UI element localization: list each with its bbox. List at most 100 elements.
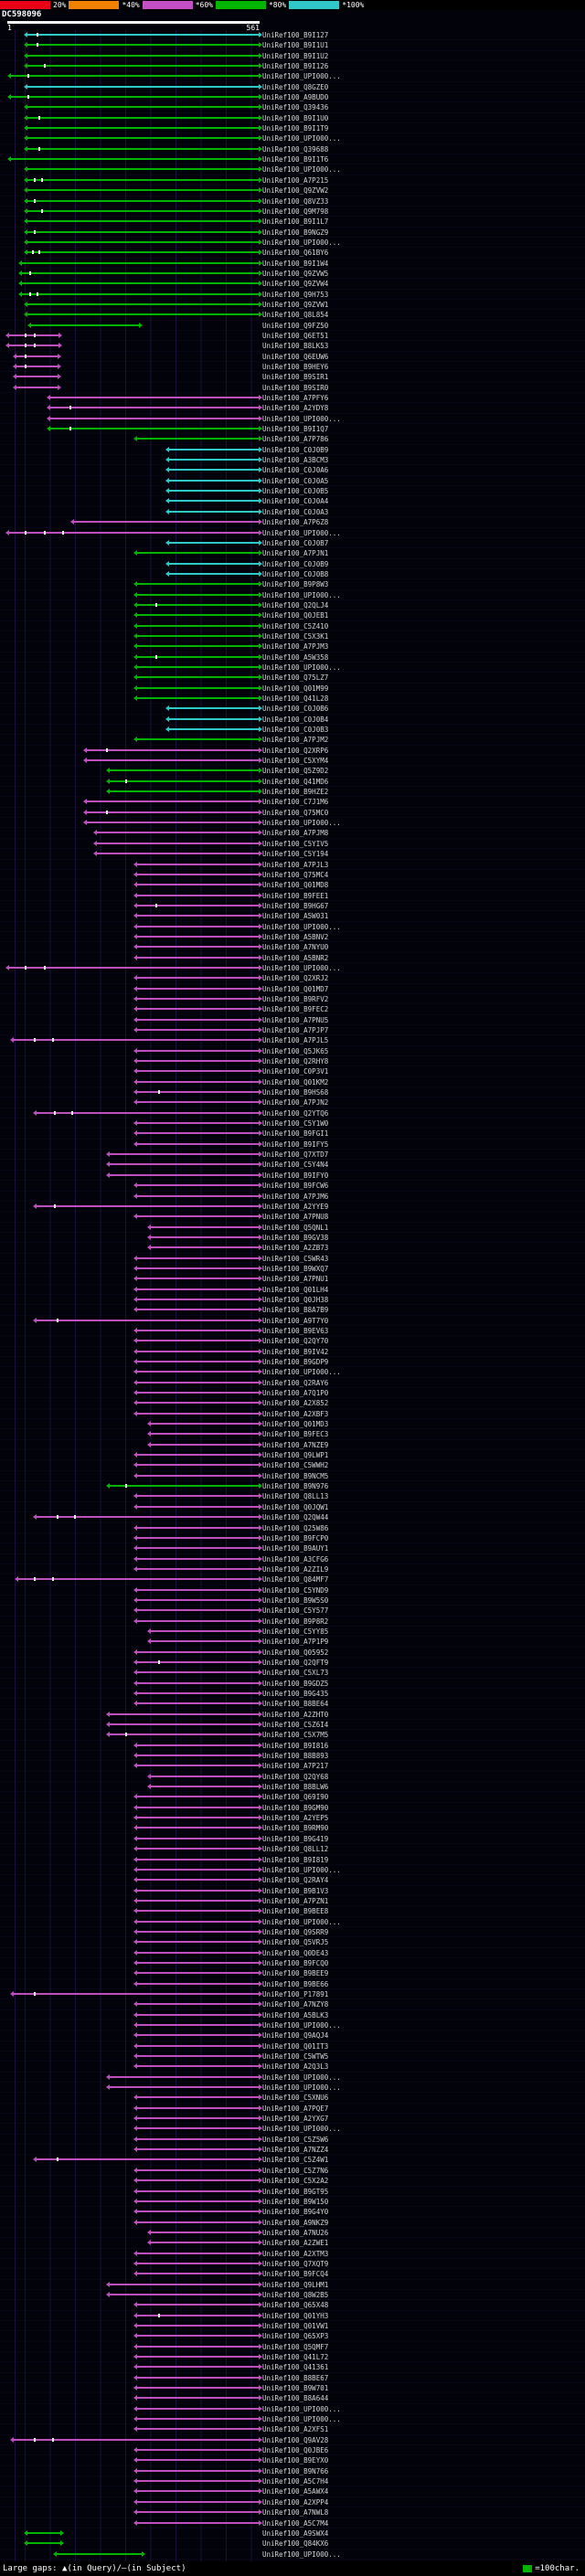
hit-row[interactable]: UniRef100_B9HG67 <box>0 901 585 912</box>
hit-label[interactable]: UniRef100_B9IFY0 <box>262 1171 329 1180</box>
hit-label[interactable]: UniRef100_B9W150 <box>262 2197 329 2206</box>
hit-line[interactable] <box>136 2137 259 2140</box>
hit-row[interactable]: UniRef100_UPI000... <box>0 528 585 538</box>
hit-label[interactable]: UniRef100_A7PJP7 <box>262 1026 329 1034</box>
hit-line[interactable] <box>136 1277 259 1280</box>
hit-label[interactable]: UniRef100_B9GDP9 <box>262 1358 329 1366</box>
hit-label[interactable]: UniRef100_B9B1V3 <box>262 1886 329 1895</box>
hit-label[interactable]: UniRef100_Q65X48 <box>262 2301 329 2310</box>
hit-row[interactable]: UniRef100_Q61BY6 <box>0 248 585 259</box>
hit-label[interactable]: UniRef100_C5YND9 <box>262 1585 329 1595</box>
hit-row[interactable]: UniRef100_A2XTM3 <box>0 2249 585 2259</box>
hit-label[interactable]: UniRef100_A2XPP4 <box>262 2497 329 2507</box>
hit-row[interactable]: UniRef100_A2ZIL9 <box>0 1564 585 1575</box>
hit-line[interactable] <box>168 572 259 575</box>
hit-row[interactable]: UniRef100_C5X7M5 <box>0 1730 585 1741</box>
hit-label[interactable]: UniRef100_B9G4Y0 <box>262 2208 329 2217</box>
hit-row[interactable]: UniRef100_C5Z6I4 <box>0 1720 585 1731</box>
hit-row[interactable]: UniRef100_C5WR43 <box>0 1254 585 1264</box>
hit-label[interactable]: UniRef100_UPI000... <box>262 2021 341 2030</box>
hit-row[interactable]: UniRef100_B9FEE1 <box>0 891 585 901</box>
hit-line[interactable] <box>136 2314 259 2316</box>
hit-label[interactable]: UniRef100_B9FCP0 <box>262 1533 329 1542</box>
hit-row[interactable]: UniRef100_C5Z7N6 <box>0 2166 585 2177</box>
hit-row[interactable]: UniRef100_B9RM90 <box>0 1823 585 1834</box>
hit-label[interactable]: UniRef100_C5X7M5 <box>262 1731 329 1740</box>
hit-label[interactable]: UniRef100_A5W031 <box>262 912 329 921</box>
hit-row[interactable]: UniRef100_Q5QNL1 <box>0 1223 585 1233</box>
hit-row[interactable]: UniRef100_C0J0B9 <box>0 445 585 456</box>
hit-line[interactable] <box>136 1412 259 1415</box>
hit-label[interactable]: UniRef100_Q8GZE0 <box>262 82 329 91</box>
hit-label[interactable]: UniRef100_Q6EUW6 <box>262 352 329 361</box>
hit-label[interactable]: UniRef100_C5WWH2 <box>262 1461 329 1470</box>
hit-label[interactable]: UniRef100_A7P215 <box>262 175 329 185</box>
hit-row[interactable]: UniRef100_B9BE66 <box>0 1979 585 1989</box>
hit-line[interactable] <box>150 1433 259 1436</box>
hit-row[interactable]: UniRef100_A7PZN1 <box>0 1896 585 1907</box>
hit-row[interactable]: UniRef100_A2X852 <box>0 1398 585 1409</box>
hit-line[interactable] <box>136 2418 259 2421</box>
hit-line[interactable] <box>136 1692 259 1694</box>
hit-line[interactable] <box>136 997 259 1000</box>
hit-row[interactable]: UniRef100_C0J0A4 <box>0 496 585 507</box>
hit-line[interactable] <box>21 292 259 295</box>
hit-row[interactable]: UniRef100_A7PJM2 <box>0 735 585 746</box>
hit-line[interactable] <box>168 490 259 493</box>
hit-label[interactable]: UniRef100_A7PJL3 <box>262 860 329 869</box>
hit-label[interactable]: UniRef100_C5Z410 <box>262 621 329 631</box>
hit-label[interactable]: UniRef100_C5YIV5 <box>262 839 329 848</box>
hit-line[interactable] <box>109 2086 259 2089</box>
hit-line[interactable] <box>136 2356 259 2358</box>
hit-row[interactable]: UniRef100_A7NZZ4 <box>0 2145 585 2156</box>
hit-label[interactable]: UniRef100_A7PJM2 <box>262 736 329 745</box>
hit-row[interactable]: UniRef100_UPI000... <box>0 2124 585 2135</box>
hit-label[interactable]: UniRef100_A9SWX4 <box>262 2528 329 2538</box>
hit-label[interactable]: UniRef100_B9I1L7 <box>262 217 329 227</box>
hit-line[interactable] <box>27 313 259 316</box>
hit-line[interactable] <box>136 1215 259 1218</box>
hit-label[interactable]: UniRef100_B9I1U1 <box>262 41 329 50</box>
hit-line[interactable] <box>109 2283 259 2285</box>
hit-label[interactable]: UniRef100_Q9ZVW2 <box>262 186 329 196</box>
hit-line[interactable] <box>136 1008 259 1011</box>
hit-row[interactable]: UniRef100_Q2YTQ6 <box>0 1108 585 1119</box>
hit-label[interactable]: UniRef100_A9T7Y0 <box>262 1316 329 1325</box>
hit-label[interactable]: UniRef100_A7NYU0 <box>262 943 329 952</box>
hit-line[interactable] <box>150 2231 259 2233</box>
hit-label[interactable]: UniRef100_B9N976 <box>262 1482 329 1491</box>
hit-line[interactable] <box>136 1930 259 1933</box>
hit-line[interactable] <box>136 1361 259 1362</box>
hit-row[interactable]: UniRef100_A9T7Y0 <box>0 1316 585 1326</box>
hit-line[interactable] <box>136 2044 259 2047</box>
hit-line[interactable] <box>136 1660 259 1663</box>
hit-line[interactable] <box>136 1765 259 1767</box>
hit-row[interactable]: UniRef100_Q2RAY4 <box>0 1875 585 1886</box>
hit-row[interactable]: UniRef100_B8BLW6 <box>0 1782 585 1793</box>
hit-row[interactable]: UniRef100_A7PJM6 <box>0 1192 585 1202</box>
hit-label[interactable]: UniRef100_Q9H753 <box>262 290 329 299</box>
hit-label[interactable]: UniRef100_C0J0B5 <box>262 487 329 496</box>
hit-row[interactable]: UniRef100_Q01IT3 <box>0 2041 585 2052</box>
hit-row[interactable]: UniRef100_Q5JK65 <box>0 1046 585 1057</box>
hit-label[interactable]: UniRef100_B9P8R2 <box>262 1617 329 1626</box>
hit-row[interactable]: UniRef100_B9N976 <box>0 1481 585 1492</box>
hit-row[interactable]: UniRef100_B9SIR1 <box>0 372 585 383</box>
hit-row[interactable]: UniRef100_A2Q3L3 <box>0 2062 585 2072</box>
hit-line[interactable] <box>136 697 259 699</box>
hit-label[interactable]: UniRef100_A2ZWE1 <box>262 2239 329 2248</box>
hit-label[interactable]: UniRef100_A7NZZ4 <box>262 2146 329 2155</box>
hit-line[interactable] <box>168 562 259 565</box>
hit-row[interactable]: UniRef100_C0J0B8 <box>0 569 585 580</box>
hit-row[interactable]: UniRef100_Q41361 <box>0 2362 585 2373</box>
hit-row[interactable]: UniRef100_C5Y194 <box>0 849 585 860</box>
hit-label[interactable]: UniRef100_A7P6Z8 <box>262 518 329 527</box>
hit-line[interactable] <box>136 2252 259 2254</box>
hit-line[interactable] <box>27 137 259 140</box>
hit-line[interactable] <box>136 1588 259 1591</box>
hit-line[interactable] <box>136 614 259 617</box>
hit-line[interactable] <box>27 230 259 233</box>
hit-line[interactable] <box>27 220 259 223</box>
hit-row[interactable]: UniRef100_A7PJL5 <box>0 1035 585 1046</box>
hit-row[interactable]: UniRef100_Q2QFT9 <box>0 1658 585 1669</box>
